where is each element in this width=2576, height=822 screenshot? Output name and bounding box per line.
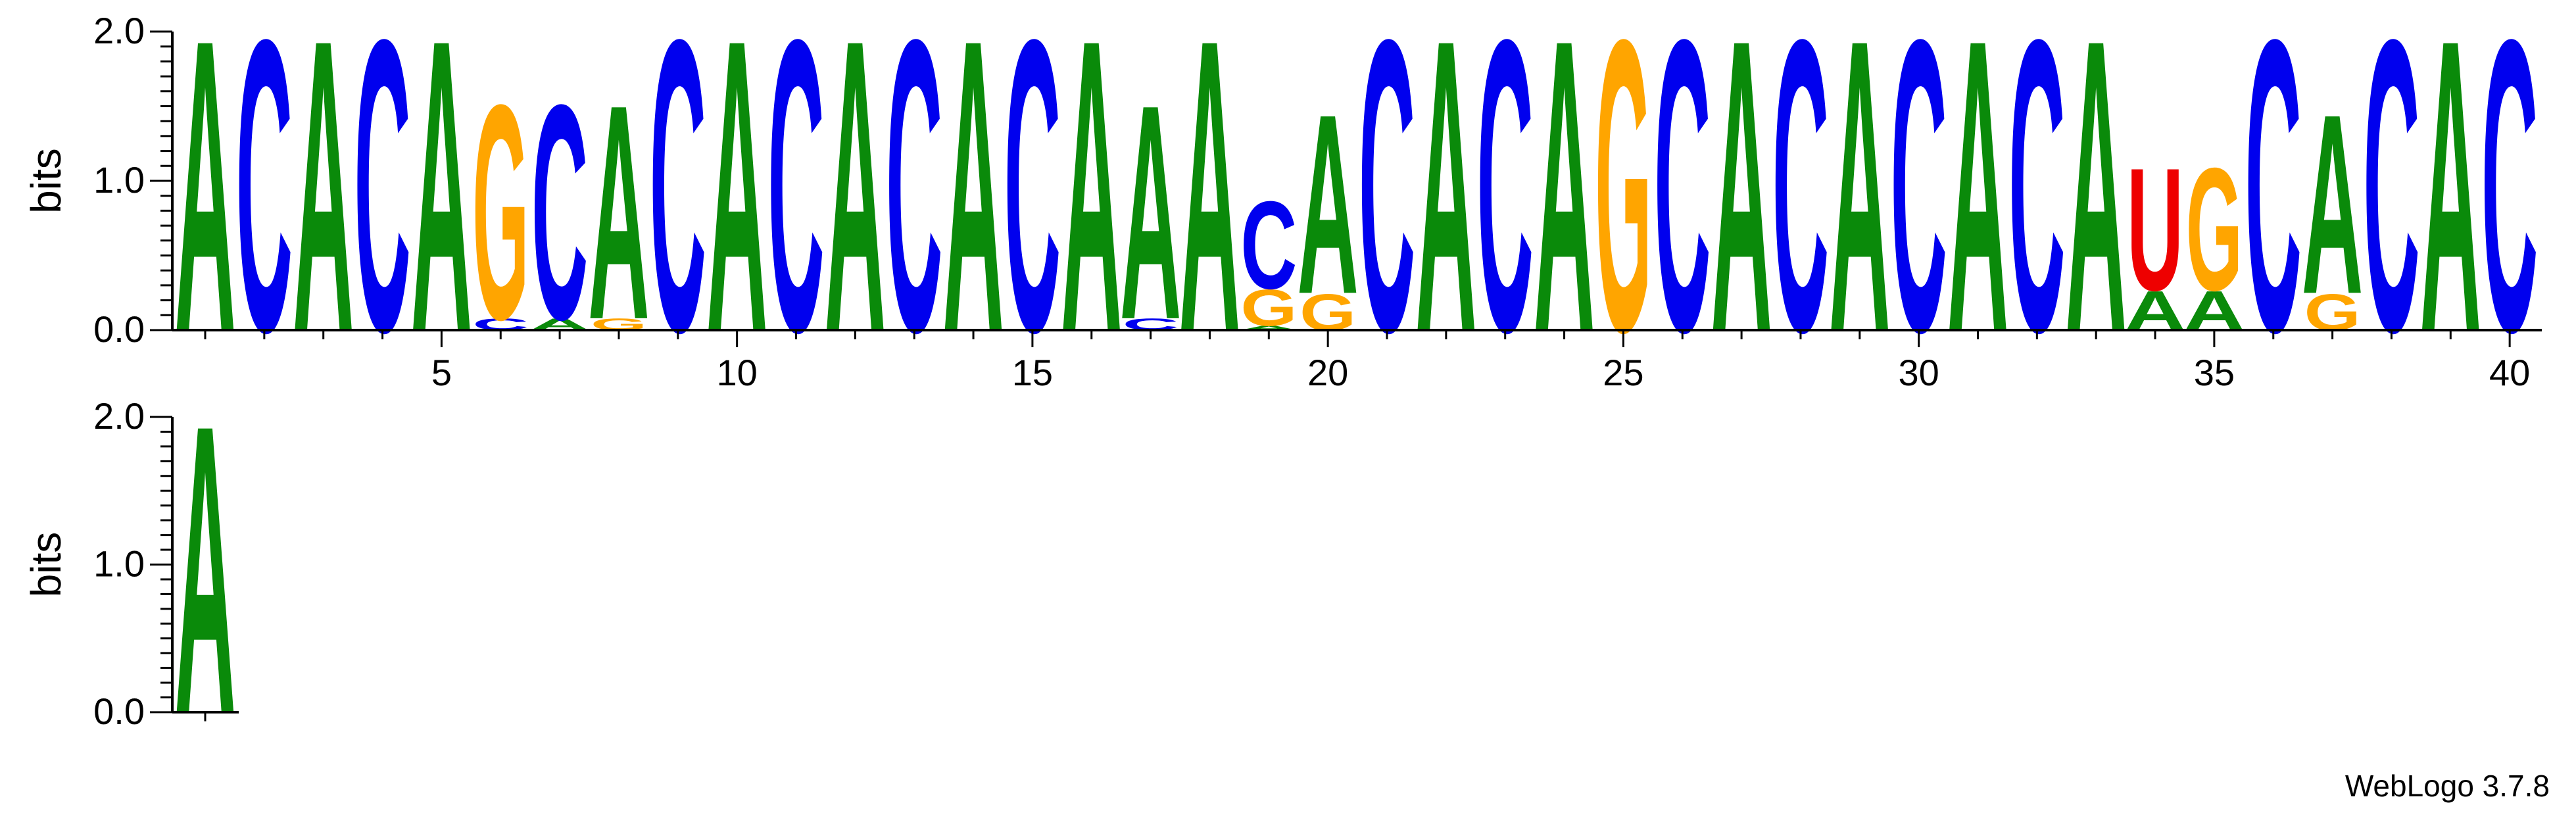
- logo-letter-A: A: [1179, 0, 1240, 418]
- x-tick-label: 20: [1307, 352, 1348, 393]
- y-tick-label: 0.0: [93, 690, 145, 732]
- logo-letter-C: C: [354, 0, 411, 419]
- logo-letter-G: G: [1240, 279, 1297, 337]
- logo-letter-C: C: [2363, 0, 2419, 419]
- logo-panel-2: 0.0 1.0 2.0 bits A: [22, 339, 239, 800]
- logo-letter-C: C: [650, 0, 706, 419]
- logo-letter-G: G: [2186, 132, 2243, 327]
- logo-letter-A: A: [174, 0, 235, 418]
- logo-letter-A: A: [588, 41, 649, 384]
- logo-letter-A: A: [293, 0, 354, 418]
- logo-letter-A: A: [1415, 0, 1476, 418]
- logo-letter-C: C: [531, 41, 588, 384]
- x-tick-label: 40: [2489, 352, 2530, 393]
- logo-letter-C: C: [1654, 0, 1711, 419]
- logo-letter-C: C: [2481, 0, 2538, 419]
- x-tick-label: 25: [1603, 352, 1643, 393]
- logo-letter-U: U: [2127, 131, 2183, 327]
- y-axis-label: bits: [22, 148, 70, 214]
- logo-letter-A: A: [1120, 41, 1181, 384]
- logo-letter-C: C: [2008, 0, 2065, 419]
- y-tick-label: 1.0: [93, 159, 145, 201]
- logo-letter-C: C: [886, 0, 942, 419]
- y-axis-label: bits: [22, 532, 70, 598]
- logo-letter-A: A: [1061, 0, 1122, 418]
- y-tick-label: 2.0: [93, 395, 145, 437]
- y-tick-label: 0.0: [93, 308, 145, 350]
- logo-letter-C: C: [1772, 0, 1829, 419]
- logo-letter-C: C: [1477, 0, 1534, 419]
- x-tick-label: 30: [1899, 352, 1939, 393]
- x-tick-label: 5: [431, 352, 452, 393]
- logo-letter-A: A: [1947, 0, 2008, 418]
- logo-letter-C: C: [236, 0, 293, 419]
- logo-letter-A: A: [706, 0, 767, 418]
- x-tick-label: 15: [1012, 352, 1053, 393]
- logo-letter-C: C: [767, 0, 824, 419]
- x-tick-label: 35: [2194, 352, 2235, 393]
- logo-letter-A: A: [1829, 0, 1890, 418]
- logo-letter-A: A: [942, 0, 1004, 418]
- logo-letter-C: C: [1891, 0, 1947, 419]
- logo-letter-A: A: [2302, 60, 2363, 347]
- logo-letter-G: G: [1595, 0, 1651, 419]
- logo-letter-A: A: [1711, 0, 1772, 418]
- logo-letter-C: C: [2245, 0, 2302, 419]
- logo-letter-A: A: [2066, 0, 2127, 418]
- y-tick-label: 1.0: [93, 543, 145, 585]
- logo-letter-C: C: [1004, 0, 1061, 419]
- logo-letter-A: A: [2420, 0, 2481, 418]
- logo-letter-A: A: [1534, 0, 1595, 418]
- logo-letter-C: C: [1240, 175, 1297, 315]
- logo-letter-A: A: [825, 0, 886, 418]
- logo-letter-C: C: [1359, 0, 1415, 419]
- weblogo-credit: WebLogo 3.7.8: [2345, 769, 2550, 803]
- logo-letter-A: A: [411, 0, 472, 418]
- x-tick-label: 10: [717, 352, 758, 393]
- logo-letter-A: A: [1298, 60, 1359, 347]
- logo-letter-A: A: [174, 339, 235, 800]
- y-tick-label: 2.0: [93, 10, 145, 51]
- logo-letter-G: G: [472, 40, 529, 383]
- logo-letter-A: A: [1238, 324, 1300, 331]
